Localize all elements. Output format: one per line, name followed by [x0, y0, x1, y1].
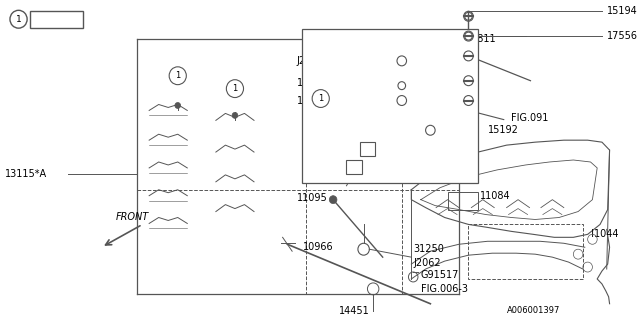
Bar — [447, 192, 478, 210]
Text: 17556: 17556 — [297, 96, 328, 106]
Text: 15194: 15194 — [297, 78, 328, 88]
Circle shape — [232, 112, 238, 118]
Bar — [360, 142, 375, 156]
Text: FIG.091: FIG.091 — [511, 113, 548, 124]
Text: 15194: 15194 — [607, 6, 637, 16]
Text: 14451: 14451 — [339, 306, 369, 316]
Text: 1: 1 — [318, 94, 323, 103]
Text: G91517: G91517 — [421, 270, 460, 280]
Text: 13115*A: 13115*A — [5, 169, 47, 179]
Text: 17556: 17556 — [607, 31, 637, 41]
Text: J20883: J20883 — [34, 15, 67, 25]
Bar — [468, 224, 583, 279]
Text: 1: 1 — [175, 71, 180, 80]
Text: A: A — [365, 145, 371, 154]
Text: FIG.006-3: FIG.006-3 — [421, 284, 468, 294]
Bar — [346, 160, 362, 174]
Text: 31250: 31250 — [413, 244, 444, 254]
Text: A: A — [351, 163, 357, 172]
Bar — [301, 29, 478, 183]
Text: I1044: I1044 — [588, 229, 618, 239]
Text: FRONT: FRONT — [116, 212, 149, 222]
Text: J20618: J20618 — [297, 56, 330, 66]
Text: A006001397: A006001397 — [507, 306, 560, 315]
Text: 11095: 11095 — [297, 193, 328, 203]
Bar — [30, 11, 83, 28]
Circle shape — [330, 196, 337, 204]
Text: 11084: 11084 — [480, 191, 511, 201]
Text: 10966: 10966 — [303, 242, 333, 252]
Text: 1: 1 — [232, 84, 237, 93]
Text: 1: 1 — [15, 15, 21, 24]
Text: J2062: J2062 — [413, 258, 441, 268]
Text: J40811: J40811 — [459, 34, 495, 44]
Text: 15192: 15192 — [488, 125, 518, 135]
Circle shape — [175, 102, 180, 108]
